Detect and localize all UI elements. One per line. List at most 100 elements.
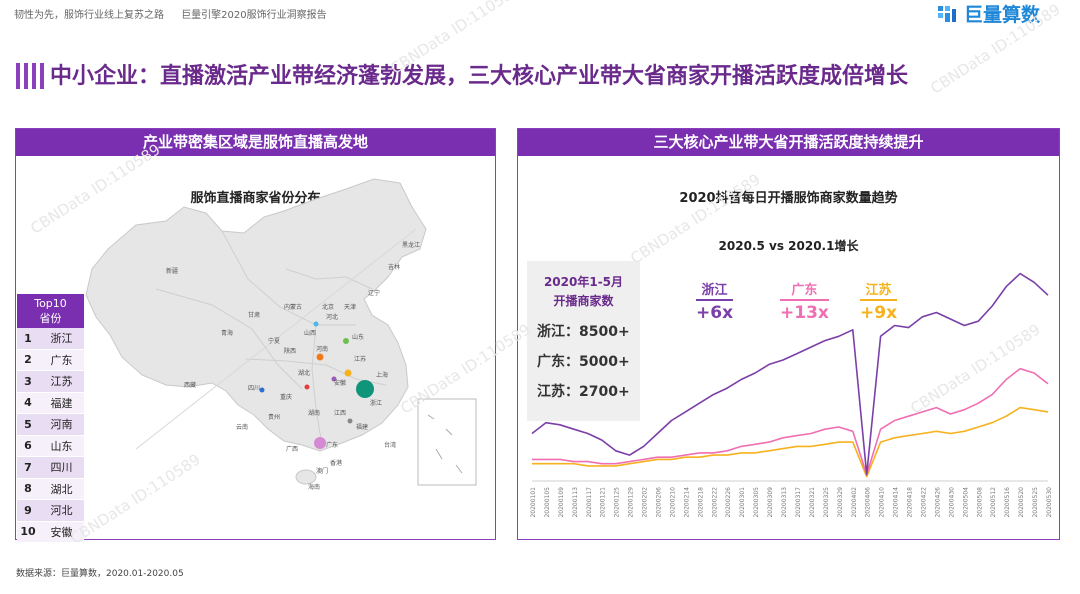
top10-row: 1 浙江: [17, 328, 84, 350]
series-line-2: [532, 406, 1049, 478]
bubble-sichuan: [259, 387, 265, 393]
x-tick-label: 20200520: [1018, 487, 1025, 518]
map-label: 宁夏: [268, 337, 280, 345]
x-tick-label: 20200414: [893, 487, 900, 518]
map-label: 安徽: [334, 379, 346, 387]
x-tick-label: 20200525: [1032, 487, 1039, 518]
box-header: 2020年1-5月 开播商家数: [527, 273, 640, 311]
logo: 巨量算数: [936, 0, 1040, 27]
x-tick-label: 20200402: [851, 487, 858, 518]
x-tick-label: 20200430: [948, 487, 955, 518]
x-tick-label: 20200410: [879, 487, 886, 518]
map-diagonal-line: [135, 228, 417, 450]
bubble-henan: [316, 353, 324, 361]
top10-rank: 8: [24, 482, 32, 496]
x-tick-label: 20200329: [837, 487, 844, 518]
map-label: 重庆: [280, 393, 292, 401]
map-label: 山东: [352, 333, 364, 341]
series-line-1: [532, 367, 1049, 476]
map-label: 吉林: [388, 263, 400, 271]
map-label: 澳门: [316, 467, 328, 475]
page-title: 中小企业：直播激活产业带经济蓬勃发展，三大核心产业带大省商家开播活跃度成倍增长: [50, 64, 909, 89]
x-tick-label: 20200226: [725, 487, 732, 518]
top10-row: 8 湖北: [17, 478, 84, 500]
map-province-line-3: [285, 268, 373, 290]
map-label: 甘肃: [248, 311, 260, 319]
x-tick-label: 20200325: [823, 487, 830, 518]
x-tick-label: 20200218: [697, 487, 704, 518]
top10-row: 2 广东: [17, 349, 84, 371]
top10-rows: 1 浙江 2 广东 3 江苏 4 福建 5 河南 6 山东 7 四川 8 湖北 9 河北 10 安徽: [17, 328, 84, 543]
growth-label-jiangsu: 江苏 +9x: [860, 279, 898, 323]
top10-row: 10 安徽: [17, 521, 84, 543]
bubble-jiangsu: [344, 369, 352, 377]
map-label: 河南: [316, 345, 328, 353]
map-label: 福建: [356, 423, 368, 431]
top10-table: Top10 省份 1 浙江 2 广东 3 江苏 4 福建 5 河南 6 山东 7 四川 8 湖北…: [17, 294, 84, 543]
x-tick-label: 20200105: [544, 487, 551, 518]
map-province-line-5: [311, 324, 323, 446]
box-value-guangdong: 广东：5000+: [537, 354, 630, 370]
map-label: 北京: [322, 303, 334, 311]
right-panel-header: 三大核心产业带大省开播活跃度持续提升: [518, 129, 1059, 156]
growth-name: 广东: [780, 279, 829, 301]
bubble-hubei: [304, 384, 310, 390]
x-tick-label: 20200222: [711, 487, 718, 518]
right-panel: 三大核心产业带大省开播活跃度持续提升 2020抖音每日开播服饰商家数量趋势 20…: [517, 128, 1060, 540]
x-tick-label: 20200313: [781, 487, 788, 518]
map-province-line-1: [155, 288, 303, 390]
top10-header-line1: Top10: [34, 297, 67, 310]
top10-rank: 3: [24, 374, 32, 388]
x-tick-label: 20200109: [558, 487, 565, 518]
x-tick-label: 20200512: [990, 487, 997, 518]
china-map-shape: [85, 178, 427, 452]
map-inset-box: [417, 398, 477, 486]
growth-value: +6x: [696, 303, 734, 323]
x-tick-label: 20200210: [669, 487, 676, 518]
top10-province: 河北: [50, 504, 73, 518]
top10-province: 江苏: [50, 375, 73, 389]
title-bars-icon: [16, 63, 44, 89]
map-label: 云南: [236, 423, 248, 431]
growth-label-guangdong: 广东 +13x: [780, 279, 829, 323]
header-text-2: 巨量引擎2020服饰行业洞察报告: [181, 10, 327, 21]
x-tick-label: 20200530: [1046, 487, 1053, 518]
x-tick-label: 20200214: [683, 487, 690, 518]
top10-row: 5 河南: [17, 414, 84, 436]
map-label: 陕西: [284, 347, 296, 355]
top10-province: 湖北: [50, 482, 73, 496]
x-tick-label: 20200422: [920, 487, 927, 518]
x-tick-label: 20200317: [795, 487, 802, 518]
growth-name: 江苏: [860, 279, 898, 301]
top10-rank: 4: [24, 396, 32, 410]
merchant-count-box: 2020年1-5月 开播商家数 浙江：8500+ 广东：5000+ 江苏：270…: [527, 261, 640, 421]
chart-subtitle: 2020抖音每日开播服饰商家数量趋势: [679, 191, 898, 206]
top10-row: 3 江苏: [17, 371, 84, 393]
top10-rank: 9: [24, 503, 32, 517]
map-label: 四川: [248, 385, 260, 392]
footer-source: 数据来源：巨量算数，2020.01-2020.05: [16, 569, 184, 579]
x-tick-label: 20200202: [642, 487, 649, 518]
bubble-guangdong: [314, 437, 326, 449]
top10-province: 福建: [50, 396, 73, 410]
map-inset-dots: [427, 414, 463, 474]
map-label: 江西: [334, 410, 346, 417]
map-label: 青海: [221, 329, 233, 337]
top10-rank: 6: [24, 439, 32, 453]
top10-rank: 7: [24, 460, 32, 474]
x-tick-label: 20200125: [614, 487, 621, 518]
x-tick-label: 20200418: [907, 487, 914, 518]
box-header-line1: 2020年1-5月: [543, 275, 624, 289]
map-label: 台湾: [384, 441, 396, 449]
trend-line-chart: 20200101 20200105 20200109 20200113 20200117…: [530, 272, 1053, 518]
top10-province: 河南: [50, 418, 73, 432]
x-tick-label: 20200117: [586, 487, 593, 518]
left-panel-header: 产业带密集区域是服饰直播高发地: [16, 129, 495, 156]
top10-row: 4 福建: [17, 392, 84, 414]
header-text-1: 韧性为先，服饰行业线上复苏之路: [14, 10, 164, 21]
growth-value: +9x: [860, 303, 898, 323]
map-label: 辽宁: [368, 289, 380, 297]
x-tick-label: 20200129: [628, 487, 635, 518]
bubble-fujian: [347, 418, 353, 424]
